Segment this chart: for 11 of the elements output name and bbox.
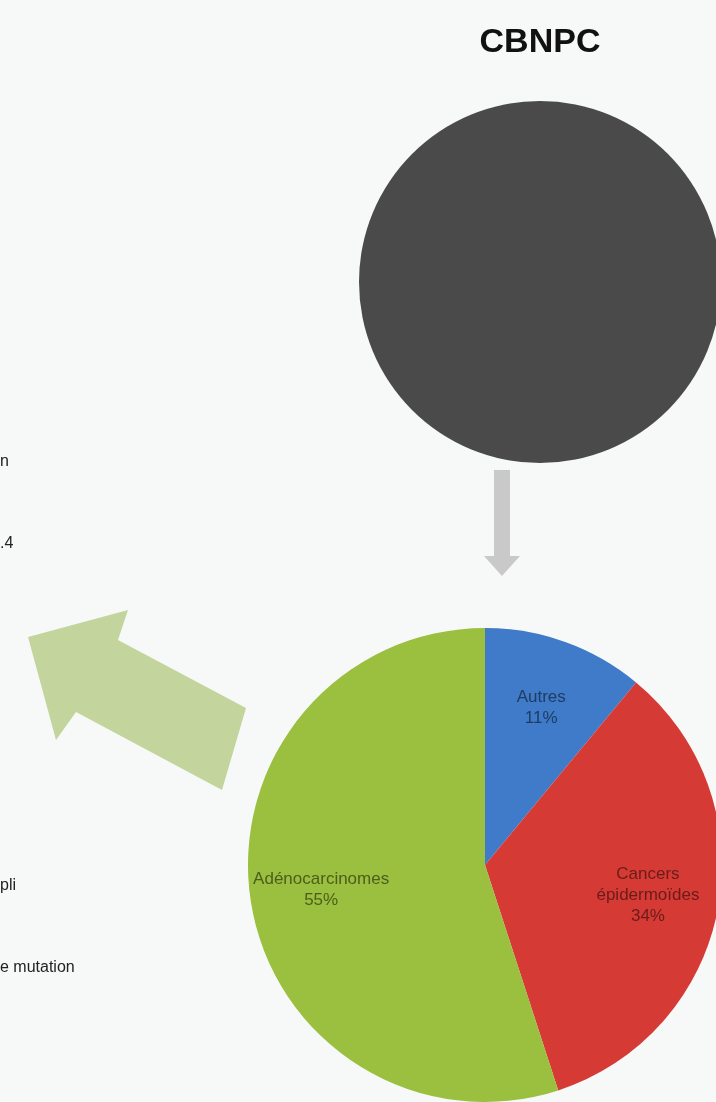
text: n	[0, 452, 9, 469]
text: pli	[0, 876, 17, 893]
text: e mutation	[0, 958, 75, 975]
text: .4	[0, 534, 14, 551]
slice-label: Cancers épidermoïdes	[596, 864, 700, 905]
slice-label: Adénocarcinomes	[253, 869, 390, 889]
slice-label: Autres	[516, 687, 566, 707]
chart-title: CBNPC	[479, 21, 601, 59]
data-label: 34%	[630, 906, 665, 926]
data-label: 11%	[524, 708, 558, 728]
data-label: 55%	[304, 890, 339, 910]
